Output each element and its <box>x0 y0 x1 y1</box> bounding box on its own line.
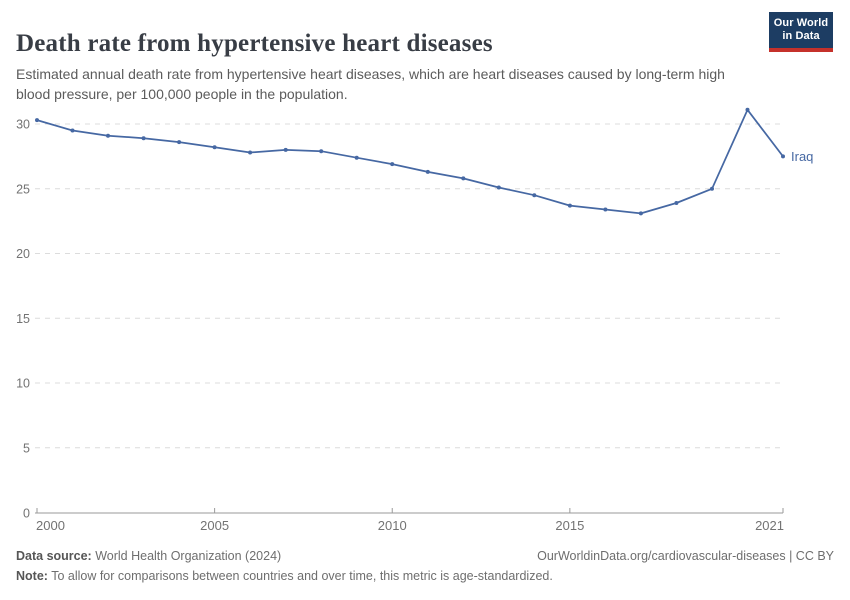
data-point[interactable] <box>141 136 146 141</box>
y-tick-label: 0 <box>23 507 30 521</box>
y-tick-label: 25 <box>16 182 30 196</box>
data-point[interactable] <box>248 150 253 155</box>
chart-subtitle: Estimated annual death rate from hyperte… <box>16 66 725 102</box>
series-end-label: Iraq <box>791 149 813 164</box>
x-tick-label: 2000 <box>36 518 65 533</box>
owid-logo[interactable]: Our World in Data <box>769 12 833 52</box>
owid-logo-line2: in Data <box>782 30 820 42</box>
note-label: Note: <box>16 569 48 583</box>
data-point[interactable] <box>710 186 714 191</box>
owid-logo-line1: Our World <box>773 17 829 29</box>
note-text: To allow for comparisons between countri… <box>47 569 553 583</box>
data-point[interactable] <box>532 193 537 198</box>
note-line: Note: To allow for comparisons between c… <box>16 566 834 586</box>
data-point[interactable] <box>674 201 679 205</box>
page-title: Death rate from hypertensive heart disea… <box>16 29 493 57</box>
data-point[interactable] <box>177 140 182 145</box>
data-point[interactable] <box>390 162 395 167</box>
trend-line <box>36 108 784 215</box>
data-point[interactable] <box>70 128 75 133</box>
y-tick-label: 5 <box>23 441 30 455</box>
data-point[interactable] <box>603 207 608 212</box>
owid-citation-link[interactable]: OurWorldinData.org/cardiovascular-diseas… <box>537 549 834 563</box>
chart-footer: Data source: World Health Organization (… <box>16 546 834 586</box>
data-point[interactable] <box>638 211 643 216</box>
data-point[interactable] <box>354 155 359 160</box>
data-source-text: World Health Organization (2024) <box>91 549 282 563</box>
x-tick-label: 2015 <box>555 518 584 533</box>
y-tick-label: 30 <box>16 118 30 132</box>
data-point[interactable] <box>319 149 324 154</box>
data-point[interactable] <box>212 145 217 150</box>
data-point[interactable] <box>425 169 430 174</box>
data-point[interactable] <box>283 147 288 152</box>
data-point[interactable] <box>106 133 110 138</box>
y-tick-label: 15 <box>16 312 30 326</box>
y-tick-label: 10 <box>16 377 30 391</box>
data-point[interactable] <box>567 203 572 208</box>
data-point[interactable] <box>461 176 466 181</box>
x-tick-label: 2021 <box>755 518 784 533</box>
y-tick-label: 20 <box>16 247 30 261</box>
data-point[interactable] <box>781 154 785 159</box>
data-source-line: Data source: World Health Organization (… <box>16 546 281 566</box>
x-tick-label: 2010 <box>378 518 407 533</box>
data-point[interactable] <box>35 118 39 123</box>
data-point[interactable] <box>745 107 750 112</box>
x-tick-label: 2005 <box>200 518 229 533</box>
data-point[interactable] <box>496 185 501 190</box>
data-source-label: Data source: <box>16 549 92 563</box>
